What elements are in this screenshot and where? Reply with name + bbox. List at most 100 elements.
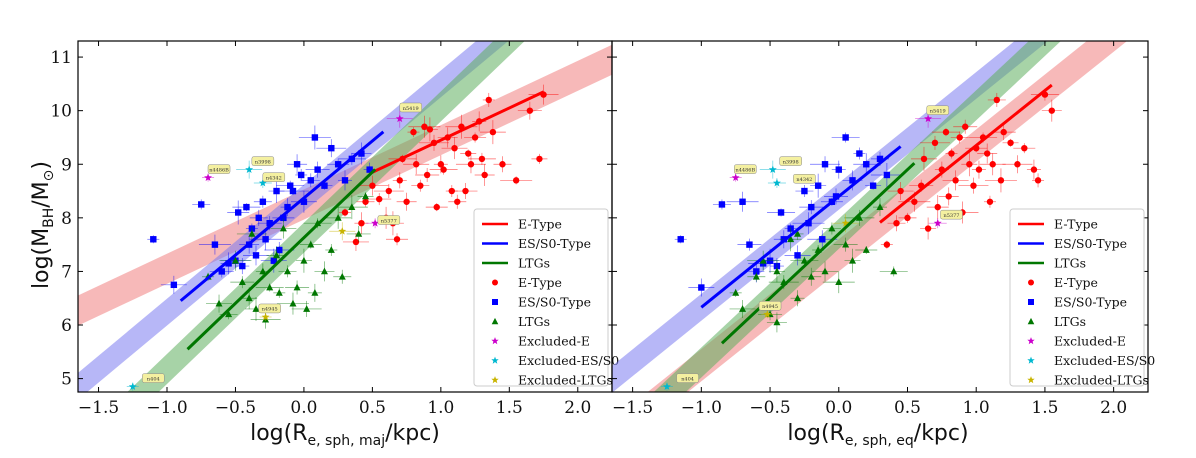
galaxy-annotation-label: n4945	[762, 304, 778, 310]
data-point	[376, 195, 383, 203]
data-point	[307, 177, 314, 184]
data-point	[876, 203, 884, 211]
data-point	[1034, 177, 1042, 184]
galaxy-annotation-label: n3998	[783, 159, 799, 165]
data-point	[956, 134, 963, 141]
data-point	[245, 165, 254, 173]
data-point	[403, 198, 410, 205]
data-point	[204, 173, 212, 181]
data-point	[355, 230, 363, 237]
legend-label: E-Type	[518, 275, 562, 290]
legend-box	[473, 208, 609, 387]
data-point	[289, 299, 297, 307]
data-point	[794, 252, 801, 259]
data-point	[855, 213, 863, 221]
fit-line	[179, 130, 385, 302]
data-point	[739, 305, 747, 312]
data-point	[362, 198, 369, 205]
x-tick-label: 1.0	[963, 398, 990, 418]
legend: E-Type ES/S0-Type LTGs E-Type ES/S0-Type LTGs…	[473, 208, 619, 388]
left-x-axis-label: log(Re, sph, maj/kpc)	[250, 421, 440, 449]
legend-label: Excluded-ES/S0	[1054, 353, 1155, 368]
galaxy-annotation-label: n3998	[255, 159, 271, 165]
data-point	[433, 203, 440, 211]
data-point	[259, 267, 267, 275]
data-point	[338, 227, 347, 235]
data-point	[238, 278, 246, 286]
data-point	[1014, 161, 1021, 168]
data-point	[489, 128, 497, 136]
data-point	[753, 268, 760, 275]
data-point	[763, 310, 772, 318]
data-point	[275, 289, 283, 296]
data-point	[300, 198, 308, 205]
data-point	[805, 219, 812, 227]
data-point	[128, 382, 137, 390]
legend-marker-swatch	[1027, 376, 1035, 384]
data-point	[218, 268, 225, 275]
data-point	[235, 209, 242, 216]
data-point	[801, 187, 808, 195]
data-point	[385, 187, 393, 195]
legend-label: LTGs	[518, 256, 550, 271]
x-tick-label: −1.0	[146, 398, 187, 418]
legend-marker-swatch	[491, 337, 499, 345]
data-point	[890, 267, 898, 275]
legend-marker-swatch	[1028, 299, 1034, 305]
galaxy-annotation-box	[258, 303, 281, 314]
legend-marker-swatch	[491, 317, 499, 325]
galaxy-annotation-label: n5419	[930, 108, 946, 114]
data-point	[243, 203, 250, 211]
data-point	[417, 182, 424, 189]
confidence-band	[78, 41, 509, 392]
data-point	[252, 252, 260, 259]
data-point	[739, 198, 746, 205]
legend-marker-swatch	[1027, 356, 1035, 364]
data-point	[261, 312, 270, 321]
x-tick-label: 1.5	[496, 398, 523, 418]
data-point	[773, 178, 781, 187]
fit-line	[879, 83, 1053, 224]
galaxy-annotation-label: n4486B	[209, 167, 229, 173]
x-tick-label: 0.5	[359, 398, 386, 418]
data-point	[321, 182, 328, 189]
data-point	[311, 289, 319, 296]
galaxy-annotation-label: n404	[147, 376, 160, 382]
y-tick-label: 7	[61, 262, 72, 282]
data-point	[883, 241, 891, 248]
galaxy-annotation-box	[758, 301, 782, 311]
data-point	[536, 155, 543, 163]
data-point	[481, 171, 488, 179]
x-tick-label: −1.0	[681, 398, 722, 418]
data-point	[1048, 107, 1055, 114]
x-tick-label: −0.5	[749, 398, 790, 418]
data-point	[1007, 139, 1014, 147]
data-point	[862, 246, 870, 253]
data-point	[962, 123, 969, 130]
data-point	[352, 238, 360, 246]
data-point	[328, 144, 335, 152]
data-point	[904, 214, 911, 222]
data-point	[198, 201, 205, 208]
data-point	[526, 107, 534, 114]
data-point	[768, 165, 777, 173]
data-point	[924, 225, 932, 232]
data-point	[848, 256, 857, 264]
data-point	[393, 236, 401, 243]
data-point	[835, 278, 843, 286]
galaxy-annotation-box	[926, 105, 949, 115]
x-tick-label: 0.5	[894, 398, 921, 418]
data-point	[465, 150, 472, 157]
galaxy-annotation-box	[779, 156, 802, 166]
plot-area: n4486B n3998 n4342 n5419 n5377 n4945 n404	[612, 41, 1128, 392]
x-tick-label: 0.0	[290, 398, 317, 418]
data-point	[832, 193, 840, 200]
data-point	[989, 161, 996, 168]
legend-label: ES/S0-Type	[518, 295, 591, 310]
right-panel: n4486B n3998 n4342 n5419 n5377 n4945 n404 −1.5 −…	[611, 40, 1155, 418]
data-point	[448, 187, 455, 195]
data-point	[467, 161, 475, 168]
data-point	[732, 289, 740, 296]
data-point	[478, 155, 486, 163]
data-point	[451, 144, 458, 152]
